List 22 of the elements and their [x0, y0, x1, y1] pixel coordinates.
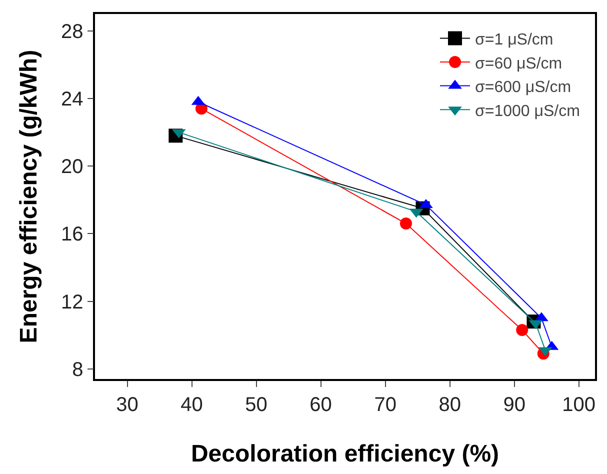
point [516, 324, 528, 336]
y-tick-label: 24 [61, 88, 84, 110]
x-tick-label: 50 [245, 394, 268, 416]
x-tick-label: 60 [310, 394, 332, 416]
x-tick-label: 70 [374, 394, 396, 416]
y-axis-title: Energy efficiency (g/kWh) [16, 50, 42, 344]
legend-label: σ=1 μS/cm [475, 31, 554, 48]
y-tick-label: 20 [61, 156, 84, 178]
legend-label: σ=1000 μS/cm [475, 102, 580, 120]
x-tick-label: 40 [180, 394, 203, 416]
y-tick-label: 8 [72, 358, 84, 381]
x-tick-label: 90 [503, 394, 526, 416]
x-axis-title: Decoloration efficiency (%) [190, 440, 500, 468]
legend-label: σ=600 μS/cm [475, 79, 572, 96]
x-tick-label: 80 [438, 394, 461, 416]
y-tick-label: 28 [61, 20, 84, 43]
y-tick-label: 16 [61, 224, 84, 246]
x-tick-label: 30 [116, 394, 138, 416]
y-tick-label: 12 [61, 291, 84, 314]
point [400, 218, 412, 230]
x-tick-label: 100 [562, 394, 596, 416]
legend-label: σ=60 μS/cm [475, 55, 562, 72]
